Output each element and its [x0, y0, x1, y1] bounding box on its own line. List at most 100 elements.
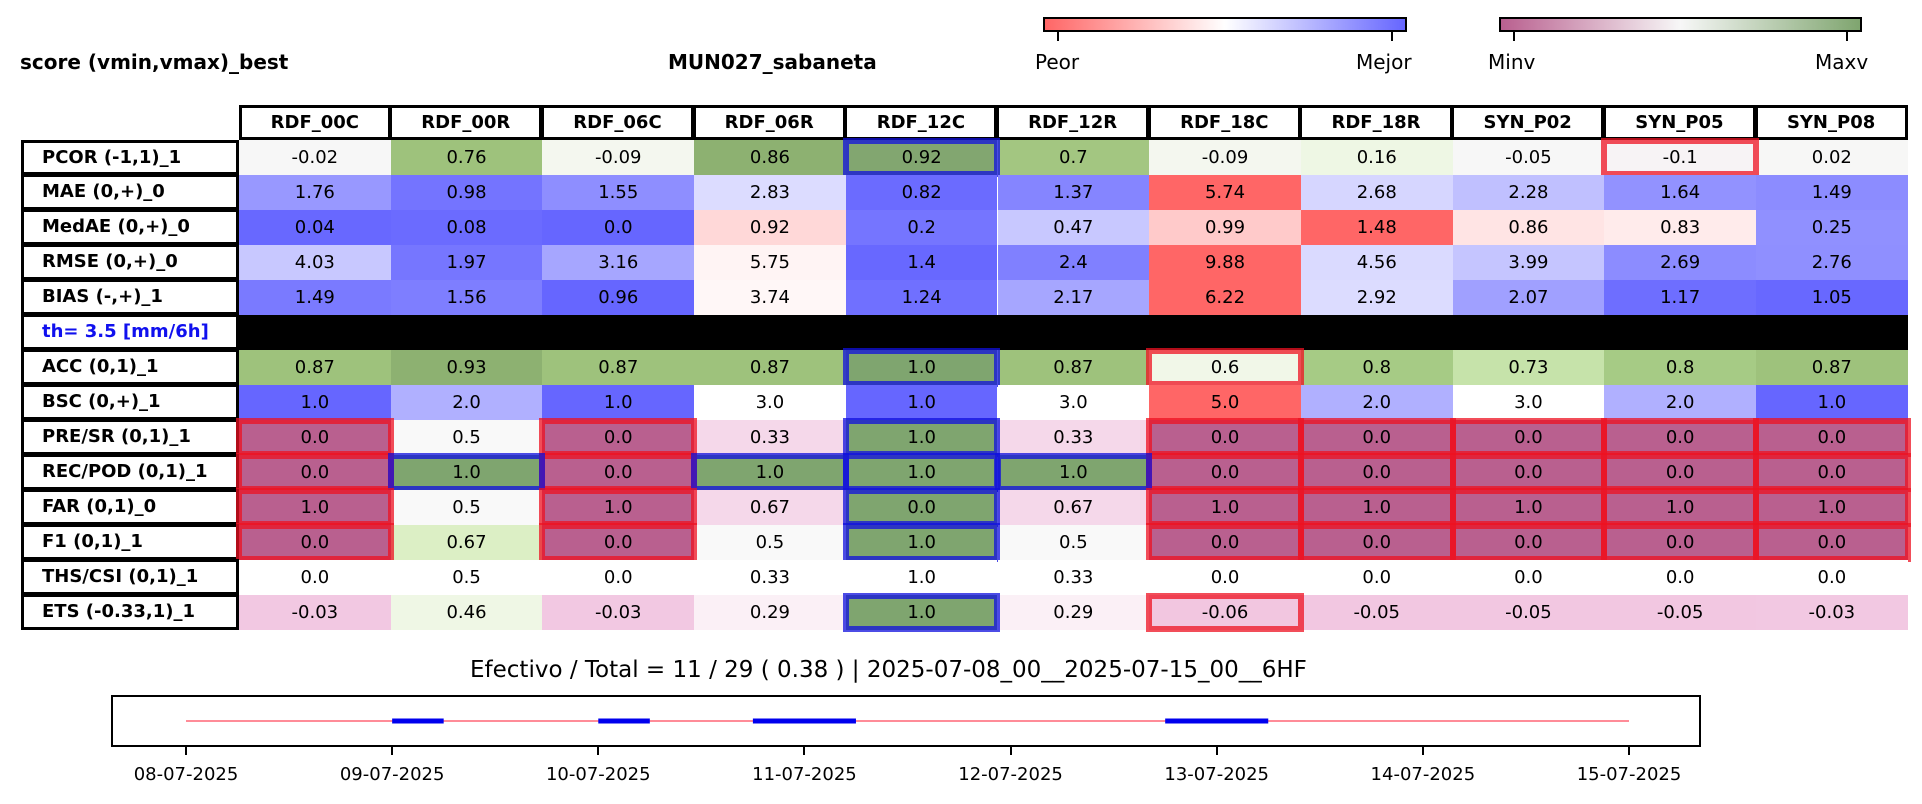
table-cell: 0.82: [845, 175, 998, 210]
table-cell: 3.99: [1452, 245, 1605, 280]
table-cell: 0.0: [542, 420, 695, 455]
table-cell: -0.06: [1149, 595, 1301, 630]
table-cell: 0.87: [997, 350, 1150, 385]
row-header: PRE/SR (0,1)_1: [21, 418, 239, 455]
timeline-tick: [1215, 747, 1218, 755]
table-cell: -0.09: [1149, 140, 1301, 175]
colorbar-tick: [1391, 32, 1393, 41]
table-cell: 0.0: [1300, 420, 1453, 455]
table-cell: 0.0: [1604, 455, 1756, 490]
table-cell: 1.0: [1604, 490, 1756, 525]
table-cell: 0.0: [1604, 420, 1756, 455]
column-header: SYN_P08: [1754, 105, 1908, 140]
timeline-tick: [391, 747, 394, 755]
table-cell: 0.86: [1452, 210, 1605, 245]
table-cell: 0.86: [694, 140, 846, 175]
table-cell: -0.05: [1452, 595, 1605, 630]
table-cell: 0.0: [1452, 525, 1605, 560]
table-cell: 2.76: [1756, 245, 1908, 280]
timeline-tick-label: 10-07-2025: [545, 764, 651, 785]
table-cell: 3.16: [542, 245, 695, 280]
colorbar-tick: [1057, 32, 1059, 41]
table-cell: 0.2: [845, 210, 998, 245]
table-cell: 2.69: [1604, 245, 1756, 280]
table-cell: 0.5: [997, 525, 1150, 560]
table-cell: 0.0: [1756, 560, 1908, 595]
table-cell: 0.0: [1604, 525, 1756, 560]
table-cell: 1.49: [239, 280, 391, 315]
table-cell: 0.0: [239, 525, 391, 560]
table-cell: 1.24: [845, 280, 998, 315]
timeline-plot: [111, 695, 1701, 747]
table-cell: 1.0: [239, 385, 391, 420]
timeline-tick: [1009, 747, 1012, 755]
timeline-tick: [597, 747, 600, 755]
table-cell: 1.0: [997, 455, 1150, 490]
row-header: MAE (0,+)_0: [21, 173, 239, 210]
table-cell: 3.0: [1452, 385, 1605, 420]
table-cell: 0.7: [997, 140, 1150, 175]
table-cell: 0.5: [390, 560, 543, 595]
table-cell: -0.05: [1452, 140, 1605, 175]
column-header: SYN_P02: [1451, 105, 1605, 140]
table-cell: 0.0: [239, 420, 391, 455]
column-header: RDF_06R: [692, 105, 846, 140]
table-cell: 0.0: [1452, 455, 1605, 490]
colorbar-low-label: Minv: [1488, 50, 1536, 74]
table-cell: 0.0: [1149, 560, 1301, 595]
table-cell: 0.33: [997, 420, 1150, 455]
column-header: RDF_12C: [844, 105, 998, 140]
table-cell: 1.05: [1756, 280, 1908, 315]
table-cell: -0.03: [239, 595, 391, 630]
column-header: SYN_P05: [1602, 105, 1756, 140]
table-cell: 0.0: [1300, 525, 1453, 560]
table-cell: 1.97: [390, 245, 543, 280]
table-cell: 0.87: [542, 350, 695, 385]
row-header: FAR (0,1)_0: [21, 488, 239, 525]
table-cell: 1.55: [542, 175, 695, 210]
table-cell: 0.0: [542, 210, 695, 245]
column-header: RDF_18R: [1299, 105, 1453, 140]
table-cell: 2.0: [1604, 385, 1756, 420]
table-cell: 0.47: [997, 210, 1150, 245]
column-header: RDF_12R: [996, 105, 1150, 140]
table-cell: 1.0: [845, 385, 998, 420]
table-cell: 1.4: [845, 245, 998, 280]
threshold-separator: [239, 315, 1908, 350]
timeline-svg: [186, 718, 1629, 724]
table-cell: 1.0: [1756, 490, 1908, 525]
row-header: MedAE (0,+)_0: [21, 208, 239, 245]
table-cell: 2.4: [997, 245, 1150, 280]
table-cell: 0.5: [390, 490, 543, 525]
row-header: ACC (0,1)_1: [21, 348, 239, 385]
minv-maxv-colorbar: [1499, 17, 1862, 32]
table-cell: 1.0: [845, 525, 998, 560]
row-header: BIAS (-,+)_1: [21, 278, 239, 315]
table-cell: 1.0: [845, 420, 998, 455]
column-header: RDF_00R: [389, 105, 543, 140]
table-cell: 0.25: [1756, 210, 1908, 245]
row-header: RMSE (0,+)_0: [21, 243, 239, 280]
table-cell: 0.92: [694, 210, 846, 245]
table-cell: 5.74: [1149, 175, 1301, 210]
table-cell: 0.0: [239, 455, 391, 490]
table-cell: 0.67: [694, 490, 846, 525]
timeline-tick: [1421, 747, 1424, 755]
colorbar-high-label: Mejor: [1356, 50, 1412, 74]
column-header: RDF_06C: [540, 105, 695, 140]
table-cell: 1.0: [1452, 490, 1605, 525]
timeline-tick-label: 14-07-2025: [1370, 764, 1476, 785]
table-cell: 5.75: [694, 245, 846, 280]
table-cell: 0.87: [694, 350, 846, 385]
table-cell: 0.8: [1604, 350, 1756, 385]
table-cell: 0.73: [1452, 350, 1605, 385]
table-cell: 2.92: [1300, 280, 1453, 315]
table-cell: 0.99: [1149, 210, 1301, 245]
table-cell: -0.1: [1604, 140, 1756, 175]
row-header: F1 (0,1)_1: [21, 523, 239, 560]
table-cell: 0.0: [1452, 560, 1605, 595]
timeline-tick-label: 13-07-2025: [1164, 764, 1270, 785]
colorbar-low-label: Peor: [1035, 50, 1080, 74]
table-cell: 1.0: [1300, 490, 1453, 525]
table-cell: 0.29: [997, 595, 1150, 630]
